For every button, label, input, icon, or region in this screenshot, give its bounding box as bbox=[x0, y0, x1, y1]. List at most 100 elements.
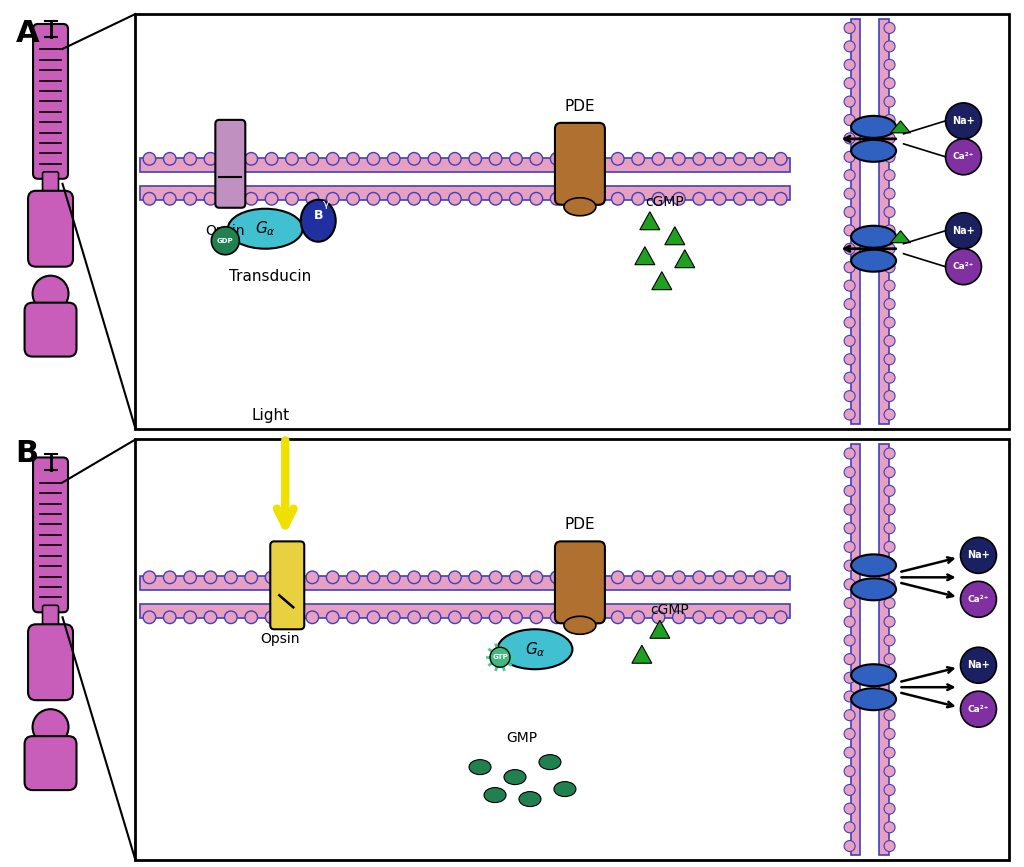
Circle shape bbox=[33, 276, 69, 311]
Circle shape bbox=[945, 139, 981, 175]
Bar bbox=[879, 445, 889, 855]
Circle shape bbox=[844, 616, 855, 627]
FancyBboxPatch shape bbox=[43, 605, 58, 635]
Circle shape bbox=[884, 244, 895, 254]
Circle shape bbox=[844, 542, 855, 552]
Text: Ca²⁺: Ca²⁺ bbox=[968, 705, 989, 714]
Circle shape bbox=[632, 571, 644, 583]
Circle shape bbox=[469, 153, 481, 165]
Circle shape bbox=[204, 571, 217, 583]
Circle shape bbox=[347, 192, 359, 205]
Circle shape bbox=[884, 504, 895, 515]
Circle shape bbox=[469, 611, 481, 623]
Bar bbox=[135, 440, 1010, 860]
Circle shape bbox=[884, 523, 895, 534]
Circle shape bbox=[306, 153, 318, 165]
Circle shape bbox=[884, 728, 895, 740]
Ellipse shape bbox=[469, 759, 492, 774]
Circle shape bbox=[530, 153, 543, 165]
Circle shape bbox=[884, 597, 895, 609]
Circle shape bbox=[204, 192, 217, 205]
Circle shape bbox=[306, 611, 318, 623]
Text: Ca²⁺: Ca²⁺ bbox=[968, 595, 989, 603]
Circle shape bbox=[632, 611, 644, 623]
Circle shape bbox=[489, 611, 502, 623]
Circle shape bbox=[844, 822, 855, 833]
Circle shape bbox=[884, 133, 895, 144]
Circle shape bbox=[754, 571, 767, 583]
Circle shape bbox=[884, 747, 895, 758]
Text: B: B bbox=[313, 209, 323, 222]
Circle shape bbox=[550, 571, 563, 583]
Circle shape bbox=[884, 41, 895, 52]
Circle shape bbox=[469, 571, 481, 583]
Circle shape bbox=[884, 78, 895, 88]
Circle shape bbox=[286, 192, 298, 205]
Text: PDE: PDE bbox=[564, 518, 595, 532]
Polygon shape bbox=[891, 231, 910, 243]
Circle shape bbox=[884, 170, 895, 180]
FancyBboxPatch shape bbox=[43, 172, 58, 201]
Circle shape bbox=[570, 611, 584, 623]
Bar bbox=[140, 158, 790, 172]
Circle shape bbox=[714, 153, 726, 165]
Circle shape bbox=[550, 192, 563, 205]
Circle shape bbox=[844, 523, 855, 534]
Text: Opsin: Opsin bbox=[260, 632, 300, 646]
Circle shape bbox=[428, 153, 440, 165]
Circle shape bbox=[884, 372, 895, 383]
Circle shape bbox=[844, 560, 855, 571]
Circle shape bbox=[327, 571, 339, 583]
Ellipse shape bbox=[851, 116, 896, 138]
Circle shape bbox=[408, 571, 421, 583]
Circle shape bbox=[884, 114, 895, 126]
Circle shape bbox=[844, 262, 855, 273]
Text: Light: Light bbox=[251, 407, 290, 422]
FancyBboxPatch shape bbox=[215, 120, 246, 208]
Circle shape bbox=[884, 59, 895, 70]
Circle shape bbox=[530, 192, 543, 205]
Text: $G_\alpha$: $G_\alpha$ bbox=[524, 640, 546, 659]
Text: GMP: GMP bbox=[507, 731, 538, 745]
Bar bbox=[140, 577, 790, 590]
Circle shape bbox=[884, 354, 895, 365]
Circle shape bbox=[844, 579, 855, 590]
Circle shape bbox=[714, 571, 726, 583]
Circle shape bbox=[844, 391, 855, 401]
Circle shape bbox=[884, 803, 895, 814]
Circle shape bbox=[510, 192, 522, 205]
Circle shape bbox=[143, 153, 156, 165]
Circle shape bbox=[347, 571, 359, 583]
Circle shape bbox=[489, 571, 502, 583]
Circle shape bbox=[143, 571, 156, 583]
Circle shape bbox=[844, 409, 855, 420]
Ellipse shape bbox=[539, 754, 561, 770]
Circle shape bbox=[510, 571, 522, 583]
Polygon shape bbox=[632, 645, 652, 663]
Text: Na+: Na+ bbox=[952, 225, 975, 236]
Circle shape bbox=[844, 152, 855, 162]
Circle shape bbox=[164, 611, 176, 623]
Circle shape bbox=[844, 785, 855, 795]
Circle shape bbox=[884, 691, 895, 702]
FancyBboxPatch shape bbox=[555, 541, 605, 623]
Circle shape bbox=[844, 486, 855, 496]
Ellipse shape bbox=[851, 688, 896, 710]
Circle shape bbox=[844, 372, 855, 383]
Circle shape bbox=[884, 616, 895, 627]
Circle shape bbox=[550, 611, 563, 623]
Circle shape bbox=[884, 579, 895, 590]
Circle shape bbox=[510, 611, 522, 623]
Text: B: B bbox=[15, 440, 39, 468]
Bar bbox=[135, 14, 1010, 428]
Circle shape bbox=[884, 280, 895, 291]
Ellipse shape bbox=[851, 554, 896, 577]
Circle shape bbox=[327, 153, 339, 165]
Circle shape bbox=[693, 192, 706, 205]
Text: Na+: Na+ bbox=[967, 661, 990, 670]
Circle shape bbox=[265, 611, 278, 623]
Circle shape bbox=[844, 41, 855, 52]
Circle shape bbox=[774, 192, 787, 205]
Circle shape bbox=[408, 192, 421, 205]
Circle shape bbox=[844, 78, 855, 88]
